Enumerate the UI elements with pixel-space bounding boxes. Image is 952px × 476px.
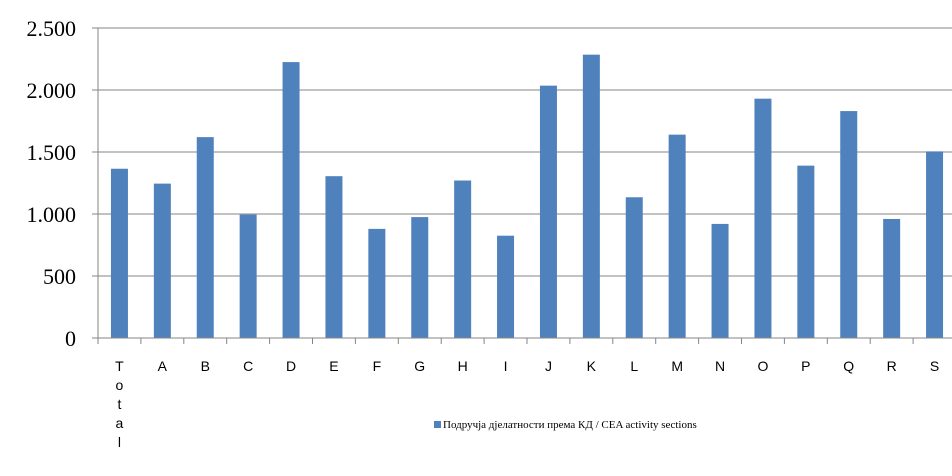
x-tick-label: F [373, 358, 382, 374]
bar [926, 151, 944, 338]
bar [110, 168, 128, 338]
bar [454, 180, 472, 338]
x-tick-label: E [329, 358, 338, 374]
x-tick-label: J [545, 358, 552, 374]
legend-swatch [434, 421, 441, 428]
bar [582, 54, 600, 338]
axes [92, 28, 952, 344]
bar [196, 137, 214, 338]
x-tick-label: A [158, 358, 168, 374]
x-tick-label: S [930, 358, 939, 374]
x-tick-label: Q [843, 358, 854, 374]
bar [497, 235, 515, 338]
x-tick-label: I [504, 358, 508, 374]
bar [153, 183, 171, 338]
y-tick-label: 1.500 [27, 140, 77, 165]
x-tick-label: N [715, 358, 725, 374]
x-tick-label: O [758, 358, 769, 374]
y-tick-label: 500 [43, 264, 76, 289]
x-tick-label: R [887, 358, 897, 374]
y-tick-label: 1.000 [27, 202, 77, 227]
x-tick-label: B [201, 358, 210, 374]
bar [797, 165, 815, 338]
y-tick-label: 0 [65, 326, 76, 351]
bar [625, 197, 643, 338]
bar [668, 134, 686, 338]
y-tick-label: 2.000 [27, 78, 77, 103]
bar [368, 228, 386, 338]
y-axis-tick-labels: 0 500 1.000 1.500 2.000 2.500 [27, 16, 77, 351]
bar [754, 98, 772, 339]
x-tick-label: D [286, 358, 296, 374]
bar [282, 62, 300, 338]
gridlines [92, 27, 952, 277]
x-tick-label: G [414, 358, 425, 374]
bar [840, 111, 858, 338]
x-tick-label: P [801, 358, 810, 374]
bar [711, 223, 729, 338]
bar [883, 218, 901, 338]
bar [239, 214, 257, 338]
x-tick-label: H [458, 358, 468, 374]
bar [325, 176, 343, 338]
y-tick-label: 2.500 [27, 16, 77, 41]
x-tick-label: M [671, 358, 683, 374]
bar-series [110, 54, 944, 339]
bar [411, 217, 429, 338]
legend-label: Подручја дјелатности према КД / CEA acti… [443, 419, 697, 431]
legend: Подручја дјелатности према КД / CEA acti… [434, 419, 697, 431]
x-tick-label: K [587, 358, 597, 374]
x-tick-label: C [243, 358, 253, 374]
x-tick-label: L [630, 358, 638, 374]
bar [539, 85, 557, 338]
